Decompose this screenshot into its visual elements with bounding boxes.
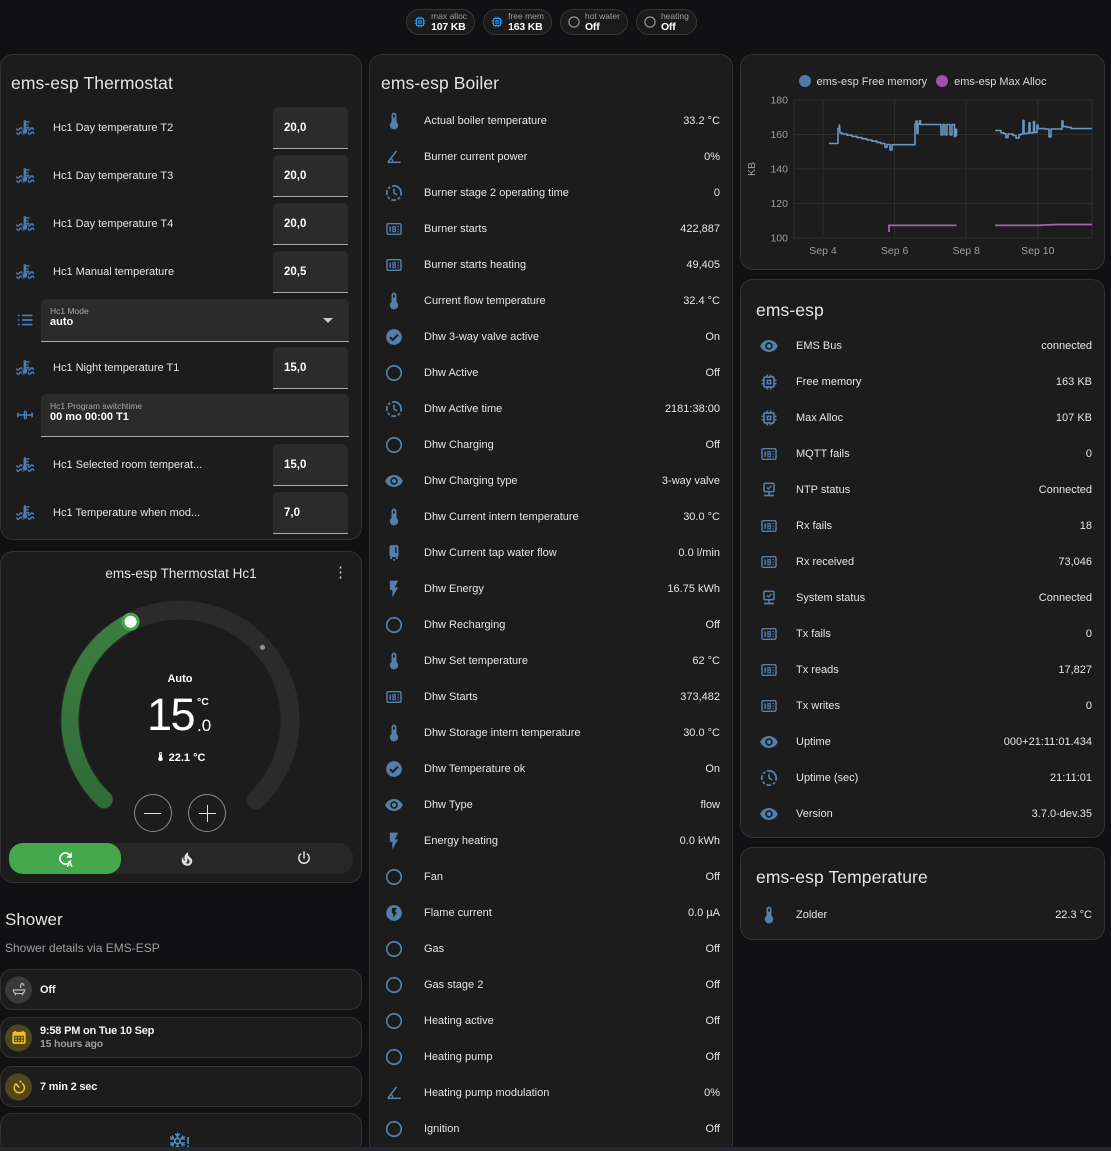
svg-text:Sep 4: Sep 4 (809, 245, 837, 257)
svg-text:KB: KB (746, 162, 758, 176)
svg-text:A: A (66, 859, 73, 868)
svg-text:140: 140 (770, 164, 788, 176)
svg-text:120: 120 (770, 198, 788, 210)
svg-text:Sep 10: Sep 10 (1021, 245, 1054, 257)
svg-text:180: 180 (770, 95, 788, 107)
svg-text:100: 100 (770, 233, 788, 245)
svg-text:Sep 8: Sep 8 (952, 245, 980, 257)
svg-text:160: 160 (770, 129, 788, 141)
svg-text:Sep 6: Sep 6 (881, 245, 909, 257)
